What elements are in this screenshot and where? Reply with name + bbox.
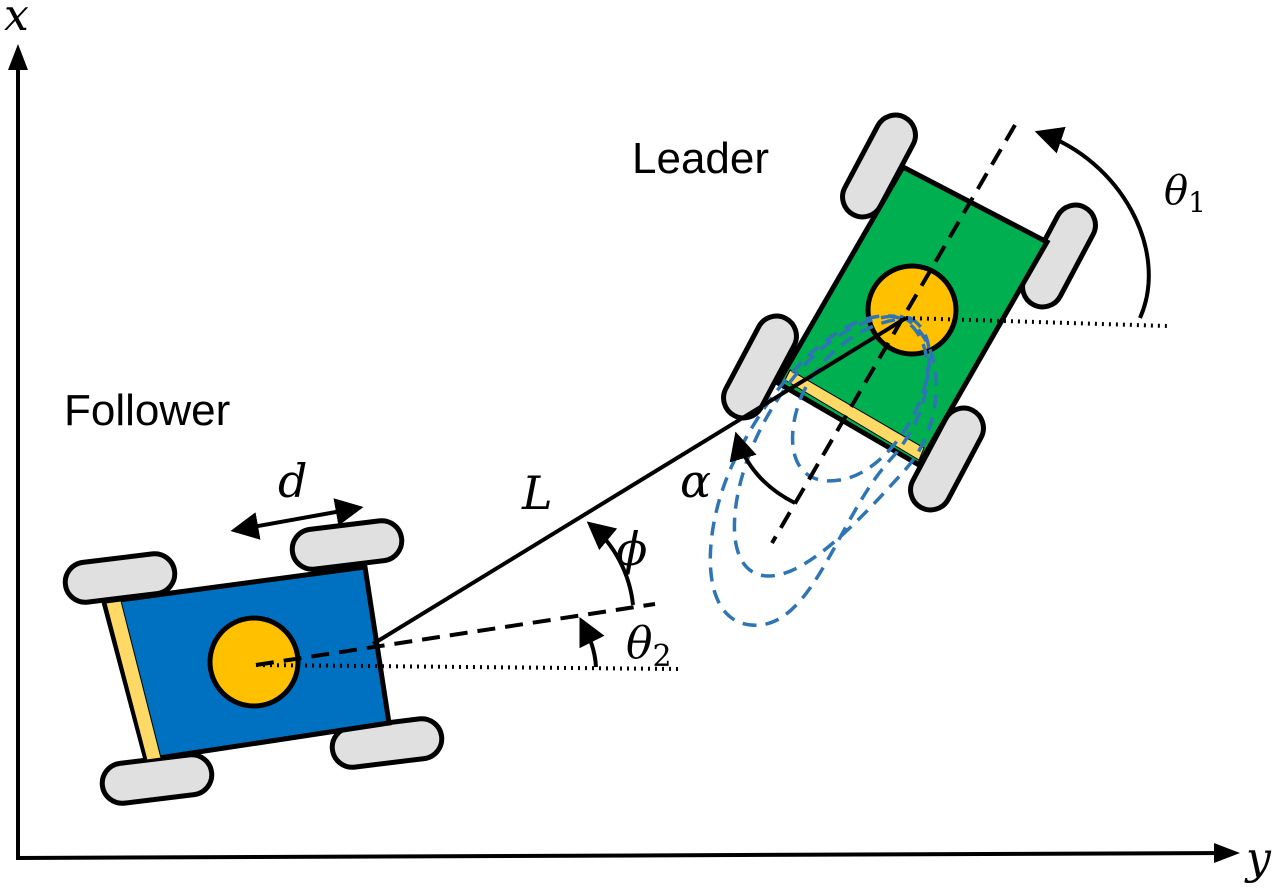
trajectory-loops <box>708 314 939 627</box>
follower-robot <box>62 518 445 806</box>
phi-symbol: ϕ <box>616 522 647 576</box>
horizontal-axis-arrowhead <box>1214 843 1240 863</box>
leader-robot <box>721 112 1098 513</box>
follower-center <box>207 615 301 709</box>
theta1-arc <box>1034 126 1151 319</box>
theta2-base: θ <box>626 618 653 669</box>
reference-lines <box>255 123 1168 671</box>
theta2-arc <box>579 616 605 668</box>
alpha-symbol: α <box>680 454 711 508</box>
leader-center <box>865 263 959 357</box>
horizontal-axis <box>15 851 1229 860</box>
vertical-axis-label: x <box>4 0 29 41</box>
theta1-base: θ <box>1164 168 1188 214</box>
math-symbols: d L ϕ α θ1 θ2 <box>278 168 1206 674</box>
separation-symbol: L <box>521 466 553 520</box>
trajectory-loop-inner <box>790 316 932 483</box>
follower-horizontal-reference <box>255 663 679 671</box>
theta2-subscript: 2 <box>653 639 672 674</box>
angle-arcs <box>579 126 1151 668</box>
follower-wheel-front-right <box>289 518 405 572</box>
leader-rear-strip <box>784 369 925 461</box>
horizontal-axis-label: y <box>1244 833 1272 884</box>
wheel-spacing-symbol: d <box>278 454 307 508</box>
separation-line <box>371 316 908 646</box>
theta1-symbol: θ1 <box>1164 168 1206 219</box>
leader-wheel-rear-left <box>721 313 799 421</box>
leader-heading-line <box>770 123 1017 545</box>
leader-label: Leader <box>632 134 769 183</box>
phi-arc <box>586 521 635 606</box>
alpha-arc <box>729 431 796 505</box>
follower-label: Follower <box>64 386 230 435</box>
theta2-symbol: θ2 <box>626 618 672 674</box>
leader-horizontal-reference <box>905 316 1168 328</box>
follower-rear-strip <box>105 600 162 761</box>
vertical-axis-arrowhead <box>8 44 28 70</box>
follower-heading-line <box>255 602 656 667</box>
wheel-spacing-arrow <box>230 498 364 540</box>
theta1-subscript: 1 <box>1188 186 1206 219</box>
coordinate-axes: x y <box>4 0 1272 884</box>
